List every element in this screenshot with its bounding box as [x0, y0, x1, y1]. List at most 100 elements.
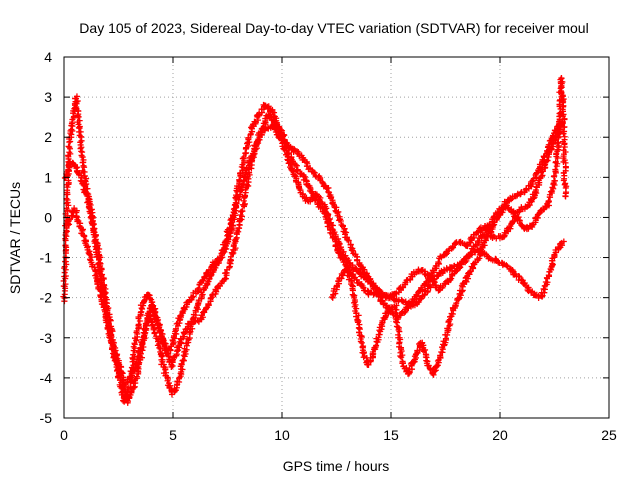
- y-tick-label: -5: [40, 410, 53, 426]
- data-point: [152, 308, 159, 315]
- x-tick-label: 5: [169, 427, 177, 443]
- data-point: [554, 139, 561, 146]
- x-axis-ticks: 0 5 10 15 20 25: [60, 57, 617, 443]
- data-point: [356, 270, 363, 277]
- y-tick-label: -4: [40, 370, 53, 386]
- data-point: [86, 250, 93, 257]
- data-point: [467, 268, 474, 275]
- chart-title: Day 105 of 2023, Sidereal Day-to-day VTE…: [79, 20, 588, 36]
- data-point: [552, 158, 559, 165]
- data-point: [516, 217, 523, 224]
- data-point: [435, 259, 442, 266]
- data-point: [177, 313, 184, 320]
- data-point: [78, 137, 85, 144]
- data-point: [545, 197, 552, 204]
- data-point: [458, 288, 465, 295]
- data-point: [303, 194, 310, 201]
- y-axis-label: SDTVAR / TECUs: [7, 182, 23, 294]
- data-point: [134, 364, 141, 371]
- data-point: [141, 325, 148, 332]
- data-point: [79, 154, 86, 161]
- data-point: [538, 173, 545, 180]
- data-point: [236, 176, 243, 183]
- data-point: [139, 347, 146, 354]
- x-tick-label: 25: [601, 427, 617, 443]
- data-point: [448, 275, 455, 282]
- data-point: [179, 366, 186, 373]
- data-point: [79, 226, 86, 233]
- data-point: [541, 162, 548, 169]
- data-point: [356, 329, 363, 336]
- data-point: [477, 224, 484, 231]
- data-point: [542, 161, 549, 168]
- data-point: [96, 245, 103, 252]
- data-point: [552, 166, 559, 173]
- data-point: [239, 207, 246, 214]
- data-point: [380, 301, 387, 308]
- data-point: [375, 292, 382, 299]
- data-point: [434, 357, 441, 364]
- data-point: [328, 194, 335, 201]
- x-tick-label: 15: [383, 427, 399, 443]
- data-point: [212, 264, 219, 271]
- data-point: [300, 156, 307, 163]
- y-tick-label: 0: [44, 209, 52, 225]
- data-point: [356, 326, 363, 333]
- y-tick-label: 3: [44, 89, 52, 105]
- data-point: [84, 192, 91, 199]
- data-point: [150, 326, 157, 333]
- data-point: [556, 110, 563, 117]
- series-track-b: [61, 121, 567, 398]
- data-point: [303, 163, 310, 170]
- data-point: [311, 169, 318, 176]
- data-point: [560, 238, 567, 245]
- y-tick-label: 1: [44, 169, 52, 185]
- data-point: [99, 271, 106, 278]
- data-point: [95, 253, 102, 260]
- data-point: [514, 192, 521, 199]
- data-point: [159, 340, 166, 347]
- data-point: [136, 359, 143, 366]
- series-track-a: [60, 93, 565, 405]
- data-point: [490, 222, 497, 229]
- data-point: [77, 145, 84, 152]
- data-point: [322, 206, 329, 213]
- data-point: [162, 366, 169, 373]
- data-point: [66, 144, 73, 151]
- series-track-c: [64, 108, 566, 406]
- data-point: [398, 354, 405, 361]
- data-point: [73, 165, 80, 172]
- data-point: [289, 167, 296, 174]
- data-point: [221, 244, 228, 251]
- data-point: [397, 336, 404, 343]
- data-point: [161, 347, 168, 354]
- data-point: [101, 290, 108, 297]
- data-point: [431, 279, 438, 286]
- data-point: [64, 196, 71, 203]
- data-point: [462, 259, 469, 266]
- data-point: [457, 264, 464, 271]
- data-point: [294, 166, 301, 173]
- data-point: [74, 97, 81, 104]
- data-point: [168, 364, 175, 371]
- data-point: [167, 346, 174, 353]
- data-point: [550, 181, 557, 188]
- data-point: [235, 196, 242, 203]
- x-axis-label: GPS time / hours: [283, 458, 390, 474]
- data-point: [80, 232, 87, 239]
- data-point: [133, 373, 140, 380]
- data-point: [94, 281, 101, 288]
- data-point: [172, 328, 179, 335]
- data-point: [394, 324, 401, 331]
- data-point: [396, 328, 403, 335]
- data-point: [437, 352, 444, 359]
- data-point: [550, 141, 557, 148]
- data-point: [75, 113, 82, 120]
- data-point: [515, 214, 522, 221]
- data-point: [544, 157, 551, 164]
- data-point: [66, 149, 73, 156]
- data-point: [437, 253, 444, 260]
- data-point: [206, 275, 213, 282]
- data-point: [267, 111, 274, 118]
